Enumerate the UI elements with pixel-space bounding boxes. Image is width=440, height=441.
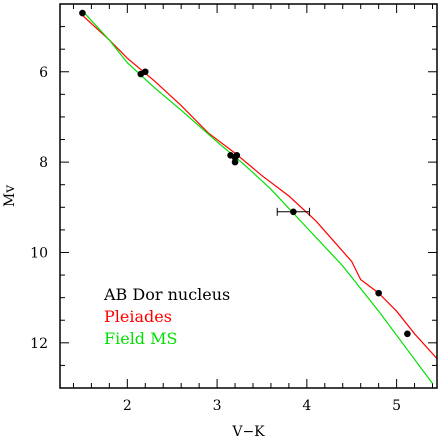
ab-dor-nucleus-point: [375, 289, 382, 297]
axis-ticks: [60, 3, 437, 389]
legend: AB Dor nucleus Pleiades Field MS: [103, 285, 230, 348]
y-tick-label: 10: [30, 245, 48, 261]
ab-dor-nucleus-point: [233, 152, 241, 159]
series-layer: [81, 10, 438, 384]
field-ms-line: [81, 10, 433, 384]
data-points: [79, 9, 411, 338]
ab-dor-nucleus-point: [231, 158, 239, 166]
y-axis-label: Mv: [2, 185, 18, 207]
ab-dor-nucleus-point: [141, 68, 149, 76]
y-tick-label: 8: [39, 155, 48, 171]
x-tick-label: 4: [302, 398, 311, 414]
ab-dor-nucleus-point: [79, 9, 86, 17]
x-tick-label: 2: [123, 398, 132, 414]
legend-entry-pleiades: Pleiades: [104, 307, 172, 326]
x-tick-label: 5: [392, 398, 401, 414]
x-axis-label: V−K: [231, 424, 265, 440]
tick-labels: 2 3 4 5 6 8 10 12: [30, 65, 401, 414]
x-tick-label: 3: [213, 398, 222, 414]
y-tick-label: 6: [39, 65, 48, 81]
ab-dor-nucleus-point: [404, 330, 411, 338]
ab-dor-nucleus-point: [290, 208, 297, 216]
legend-entry-field-ms: Field MS: [104, 329, 177, 348]
plot-frame: [59, 3, 438, 389]
legend-entry-ab-dor-nucleus: AB Dor nucleus: [103, 285, 230, 304]
y-tick-label: 12: [30, 336, 48, 352]
